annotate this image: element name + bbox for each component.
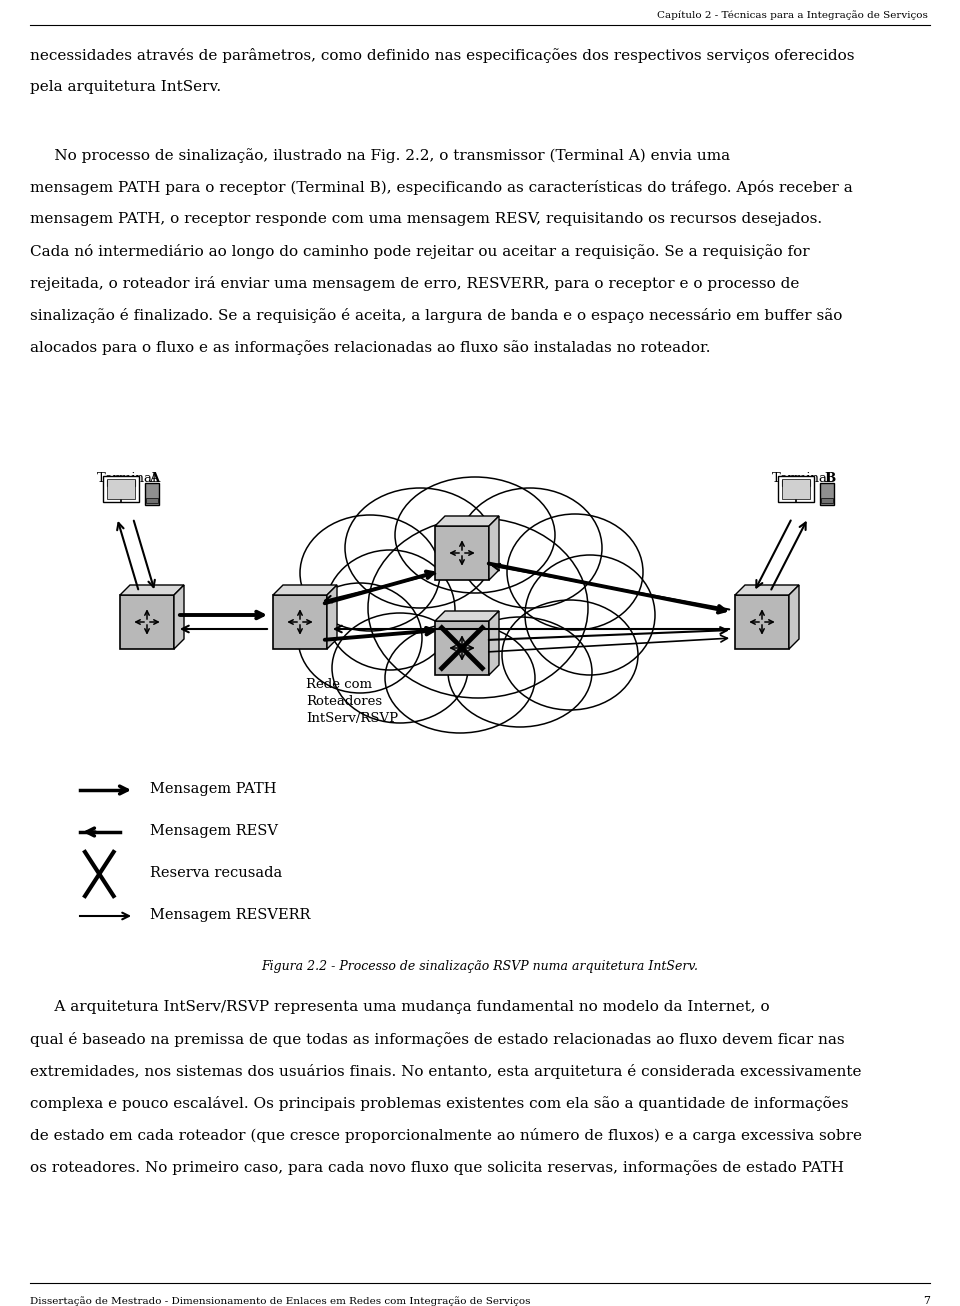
Ellipse shape — [300, 515, 440, 631]
Text: Mensagem RESVERR: Mensagem RESVERR — [150, 908, 310, 922]
Ellipse shape — [448, 616, 592, 727]
Text: de estado em cada roteador (que cresce proporcionalmente ao número de fluxos) e : de estado em cada roteador (que cresce p… — [30, 1128, 862, 1143]
Text: Cada nó intermediário ao longo do caminho pode rejeitar ou aceitar a requisição.: Cada nó intermediário ao longo do caminh… — [30, 244, 809, 259]
Bar — [735, 596, 789, 649]
Polygon shape — [435, 516, 499, 526]
Text: mensagem PATH, o receptor responde com uma mensagem RESV, requisitando os recurs: mensagem PATH, o receptor responde com u… — [30, 212, 822, 226]
Polygon shape — [174, 585, 184, 649]
Text: B: B — [824, 471, 835, 485]
Text: Capítulo 2 - Técnicas para a Integração de Serviços: Capítulo 2 - Técnicas para a Integração … — [658, 10, 928, 20]
Polygon shape — [273, 585, 337, 596]
Polygon shape — [120, 585, 184, 596]
Polygon shape — [327, 585, 337, 649]
Ellipse shape — [385, 623, 535, 733]
Polygon shape — [489, 611, 499, 675]
Text: rejeitada, o roteador irá enviar uma mensagem de erro, RESVERR, para o receptor : rejeitada, o roteador irá enviar uma men… — [30, 276, 800, 291]
Bar — [778, 475, 814, 502]
Text: A: A — [149, 471, 159, 485]
Text: Dissertação de Mestrado - Dimensionamento de Enlaces em Redes com Integração de : Dissertação de Mestrado - Dimensionament… — [30, 1296, 531, 1306]
Bar — [146, 498, 158, 503]
Text: complexa e pouco escalável. Os principais problemas existentes com ela são a qua: complexa e pouco escalável. Os principai… — [30, 1096, 849, 1111]
Text: A arquitetura IntServ/RSVP representa uma mudança fundamental no modelo da Inter: A arquitetura IntServ/RSVP representa um… — [30, 1000, 770, 1013]
Ellipse shape — [332, 613, 468, 724]
Bar — [435, 526, 489, 580]
Bar — [782, 479, 810, 499]
Bar — [145, 483, 159, 505]
Bar — [820, 483, 834, 505]
Polygon shape — [489, 516, 499, 580]
Text: Rede com
Roteadores
IntServ/RSVP: Rede com Roteadores IntServ/RSVP — [306, 678, 398, 725]
Text: Terminal: Terminal — [772, 471, 835, 485]
Polygon shape — [789, 585, 799, 649]
Ellipse shape — [325, 550, 455, 670]
Text: sinalização é finalizado. Se a requisição é aceita, a largura de banda e o espaç: sinalização é finalizado. Se a requisiçã… — [30, 308, 842, 323]
Bar — [273, 596, 327, 649]
Text: No processo de sinalização, ilustrado na Fig. 2.2, o transmissor (Terminal A) en: No processo de sinalização, ilustrado na… — [30, 148, 731, 163]
Ellipse shape — [525, 555, 655, 675]
Ellipse shape — [502, 599, 638, 710]
Text: Mensagem RESV: Mensagem RESV — [150, 824, 278, 838]
Text: alocados para o fluxo e as informações relacionadas ao fluxo são instaladas no r: alocados para o fluxo e as informações r… — [30, 340, 710, 355]
Text: pela arquitetura IntServ.: pela arquitetura IntServ. — [30, 80, 221, 94]
Bar — [107, 479, 135, 499]
Bar — [107, 481, 135, 486]
Text: Mensagem PATH: Mensagem PATH — [150, 782, 276, 795]
Text: extremidades, nos sistemas dos usuários finais. No entanto, esta arquitetura é c: extremidades, nos sistemas dos usuários … — [30, 1064, 861, 1079]
Bar — [821, 498, 833, 503]
Ellipse shape — [368, 518, 588, 697]
Text: mensagem PATH para o receptor (Terminal B), especificando as características do : mensagem PATH para o receptor (Terminal … — [30, 180, 852, 195]
Text: os roteadores. No primeiro caso, para cada novo fluxo que solicita reservas, inf: os roteadores. No primeiro caso, para ca… — [30, 1160, 844, 1175]
Ellipse shape — [507, 515, 643, 629]
Ellipse shape — [345, 488, 495, 609]
Text: Figura 2.2 - Processo de sinalização RSVP numa arquitetura IntServ.: Figura 2.2 - Processo de sinalização RSV… — [261, 960, 699, 973]
Polygon shape — [435, 611, 499, 620]
Bar — [120, 596, 174, 649]
Bar — [435, 620, 489, 675]
Ellipse shape — [395, 477, 555, 593]
Bar — [782, 481, 810, 486]
Ellipse shape — [298, 582, 422, 693]
Text: 7: 7 — [923, 1296, 930, 1306]
Text: necessidades através de parâmetros, como definido nas especificações dos respect: necessidades através de parâmetros, como… — [30, 48, 854, 63]
Text: Terminal: Terminal — [97, 471, 160, 485]
Polygon shape — [735, 585, 799, 596]
Bar — [103, 475, 139, 502]
Text: qual é baseado na premissa de que todas as informações de estado relacionadas ao: qual é baseado na premissa de que todas … — [30, 1032, 845, 1047]
Ellipse shape — [458, 488, 602, 609]
Text: Reserva recusada: Reserva recusada — [150, 866, 282, 880]
